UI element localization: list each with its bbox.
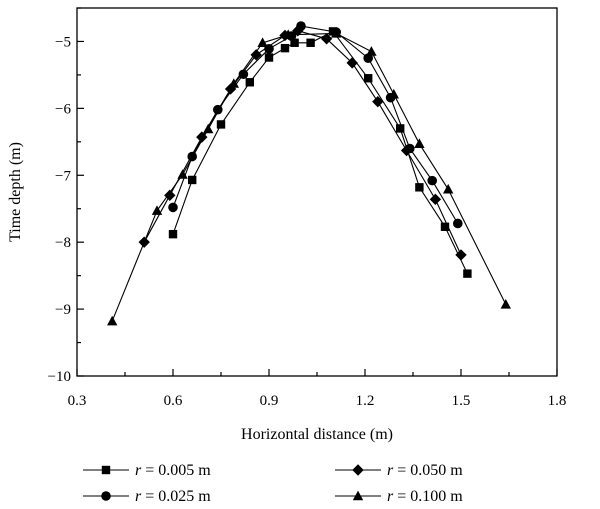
series-line: [172, 25, 459, 224]
x-axis-label: Horizontal distance (m): [241, 426, 393, 443]
legend-label: r = 0.050 m: [387, 462, 463, 479]
data-point-diamond: [250, 49, 262, 61]
x-tick-label: 1.5: [452, 393, 471, 409]
data-point-diamond: [455, 249, 467, 261]
data-point-square: [396, 124, 405, 133]
y-tick-label: −8: [55, 235, 71, 251]
x-tick-label: 1.8: [548, 393, 567, 409]
data-point-circle: [168, 202, 178, 213]
data-point-diamond: [429, 193, 442, 206]
series-layer: [107, 21, 511, 326]
data-point-diamond: [346, 57, 358, 69]
data-point-square: [415, 183, 424, 192]
data-point-diamond: [320, 33, 333, 45]
data-point-triangle: [203, 123, 214, 134]
data-point-square: [168, 229, 178, 239]
data-point-triangle: [388, 88, 399, 99]
legend-entry: r = 0.100 m: [335, 488, 463, 505]
series-triangle: [107, 28, 511, 326]
data-point-square: [440, 222, 450, 231]
legend-label: r = 0.025 m: [135, 488, 211, 505]
data-point-square: [216, 120, 226, 129]
data-point-triangle: [151, 205, 163, 215]
y-axis-label: Time depth (m): [7, 142, 24, 242]
legend-marker-square: [101, 465, 111, 475]
legend-label-value: = 0.100 m: [393, 488, 463, 505]
data-point-triangle: [257, 37, 268, 47]
legend-label-variable: r: [387, 462, 394, 479]
y-tick-label: −9: [55, 302, 71, 318]
legend-entry: r = 0.005 m: [83, 462, 211, 479]
y-tick-label: −7: [55, 168, 71, 184]
data-point-circle: [238, 69, 249, 80]
data-point-triangle: [177, 169, 188, 179]
series-diamond: [138, 25, 467, 261]
plot-border: [76, 7, 558, 377]
data-point-diamond: [164, 189, 176, 202]
data-point-triangle: [443, 183, 454, 194]
x-tick-label: 0.9: [260, 393, 279, 409]
data-point-diamond: [196, 131, 208, 143]
data-point-square: [245, 78, 254, 87]
data-point-diamond: [372, 95, 384, 108]
data-point-square: [306, 38, 315, 47]
data-point-triangle: [500, 299, 511, 309]
data-point-square: [280, 43, 290, 53]
legend-label: r = 0.005 m: [135, 462, 211, 479]
legend-marker-circle: [101, 491, 111, 501]
data-point-triangle: [228, 78, 239, 88]
y-tick-label: −10: [48, 369, 71, 385]
plot-frame: [76, 7, 558, 377]
data-point-diamond: [292, 25, 304, 37]
series-circle: [168, 21, 463, 229]
series-line: [111, 32, 507, 322]
legend-label-variable: r: [135, 488, 142, 505]
data-point-triangle: [107, 315, 118, 326]
series-line: [172, 30, 468, 274]
data-point-circle: [453, 218, 463, 229]
legend-label-value: = 0.050 m: [393, 462, 463, 479]
data-point-diamond: [400, 144, 413, 157]
legend-entry: r = 0.025 m: [83, 488, 211, 505]
data-point-square: [188, 175, 197, 185]
legend-label: r = 0.100 m: [387, 488, 463, 505]
series-line: [143, 30, 462, 256]
data-point-triangle: [283, 29, 294, 39]
y-tick-label: −5: [55, 34, 71, 50]
axis-ticks: 0.3 0.6 0.9 1.2 1.5 1.8 −10 −9 −8 −7 −6 −5: [48, 7, 567, 409]
data-point-square: [364, 74, 373, 83]
legend-label-value: = 0.005 m: [141, 462, 211, 479]
data-point-triangle: [414, 138, 425, 149]
legend-marker-diamond: [352, 464, 364, 476]
legend-marker-triangle: [352, 490, 364, 501]
series-square: [168, 27, 472, 278]
legend-label-variable: r: [387, 488, 394, 505]
data-point-circle: [427, 175, 438, 186]
legend-entry: r = 0.050 m: [335, 462, 463, 479]
y-tick-label: −6: [55, 101, 71, 117]
data-point-square: [290, 38, 299, 47]
legend-label-variable: r: [135, 462, 142, 479]
data-point-square: [463, 269, 472, 278]
legend-label-value: = 0.025 m: [141, 488, 211, 505]
x-tick-label: 0.3: [68, 393, 87, 409]
x-tick-label: 1.2: [356, 393, 375, 409]
data-point-triangle: [366, 46, 377, 56]
data-point-circle: [363, 53, 374, 63]
x-tick-label: 0.6: [164, 393, 183, 409]
data-point-square: [264, 53, 274, 62]
data-point-triangle: [331, 28, 342, 38]
